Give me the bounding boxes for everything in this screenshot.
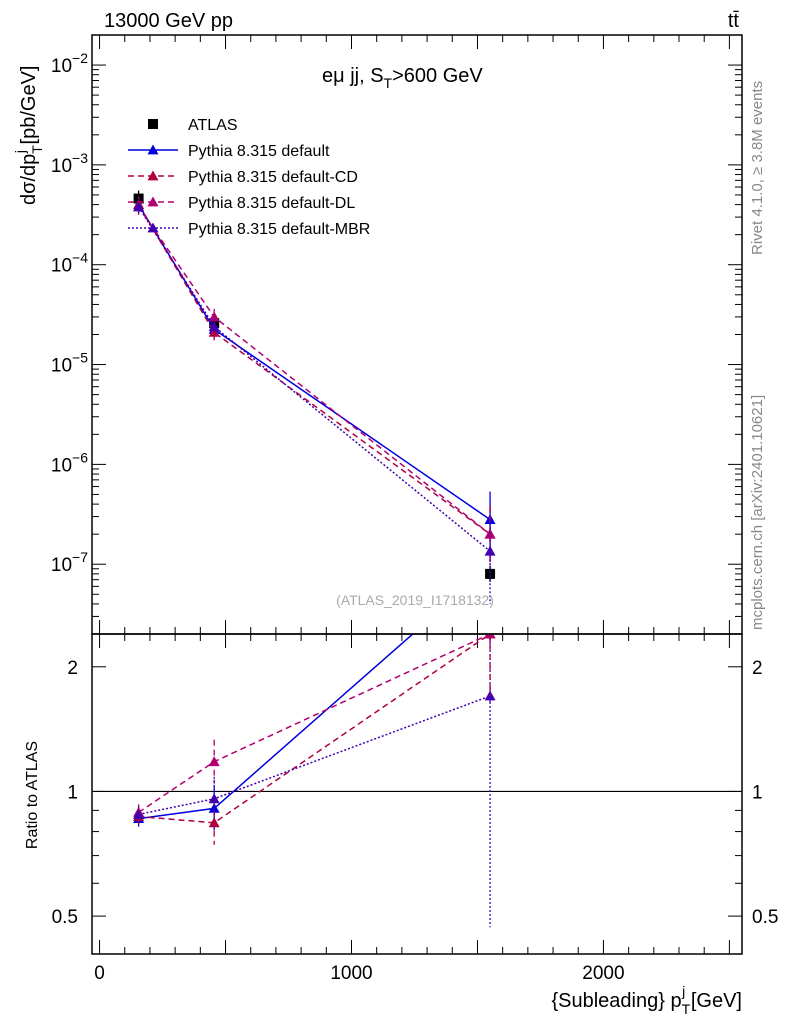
ratio-point-0 bbox=[208, 802, 220, 813]
main-point-4 bbox=[133, 201, 145, 212]
ratio-panel: 2 2 1 1 0.5 0.5 0 1000 2000 Ratio to ATLAS {Sub… bbox=[24, 633, 779, 1017]
ratio-series-line-2 bbox=[138, 634, 491, 814]
ratio-y-tick-label-right: 1 bbox=[752, 782, 763, 803]
main-series-line-2 bbox=[137, 204, 491, 535]
legend: ATLAS Pythia 8.315 default Pythia 8.315 de… bbox=[128, 117, 370, 238]
main-panel: 10−2 10−3 10−4 10−5 10−6 10−7 eμ jj, ST>600 G… bbox=[12, 34, 743, 635]
legend-marker-3 bbox=[147, 196, 159, 207]
main-series-group bbox=[133, 190, 496, 604]
ratio-series-line-3 bbox=[138, 695, 491, 816]
legend-label-1: Pythia 8.315 default bbox=[188, 143, 330, 160]
main-point-3 bbox=[208, 311, 220, 322]
header-right-label: tt̄ bbox=[728, 10, 740, 32]
ratio-point-3 bbox=[133, 808, 145, 819]
ratio-frame bbox=[91, 633, 743, 955]
ratio-ticks bbox=[92, 634, 742, 954]
legend-marker-1 bbox=[147, 144, 159, 155]
legend-marker-atlas bbox=[148, 119, 158, 129]
main-y-tick-label: 10−6 bbox=[51, 449, 88, 476]
analysis-watermark: (ATLAS_2019_I1718132) bbox=[336, 592, 494, 608]
main-y-tick-label: 10−5 bbox=[51, 350, 88, 377]
x-tick-label: 1000 bbox=[330, 963, 372, 984]
legend-label-0: ATLAS bbox=[188, 117, 238, 134]
main-y-tick-labels: 10−2 10−3 10−4 10−5 10−6 10−7 bbox=[51, 50, 88, 576]
legend-label-2: Pythia 8.315 default-CD bbox=[188, 169, 358, 186]
main-title: eμ jj, ST>600 GeV bbox=[322, 65, 483, 91]
main-series-line-1 bbox=[137, 204, 491, 521]
main-series-line-4 bbox=[137, 206, 491, 552]
ratio-y-tick-label-right: 0.5 bbox=[752, 907, 778, 928]
main-y-axis-label: dσ/dpTj [pb/GeV] bbox=[12, 66, 45, 205]
legend-marker-4 bbox=[147, 222, 159, 233]
legend-label-4: Pythia 8.315 default-MBR bbox=[188, 221, 370, 238]
main-ticks bbox=[92, 34, 742, 635]
ratio-y-tick-label-right: 2 bbox=[752, 658, 763, 679]
ratio-point-2 bbox=[208, 756, 220, 767]
main-y-tick-label: 10−3 bbox=[51, 150, 88, 177]
main-point-4 bbox=[208, 321, 220, 331]
rivet-label: Rivet 4.1.0, ≥ 3.8M events bbox=[749, 81, 766, 255]
main-series-line-3 bbox=[137, 206, 491, 535]
header-left-label: 13000 GeV pp bbox=[104, 10, 233, 32]
ratio-point-3 bbox=[208, 793, 220, 804]
main-point-3 bbox=[484, 528, 496, 539]
x-tick-labels: 0 1000 2000 bbox=[94, 963, 624, 984]
ratio-series-group bbox=[133, 634, 496, 928]
legend-marker-2 bbox=[147, 170, 159, 181]
ratio-series-line-1 bbox=[138, 634, 491, 824]
ratio-y-tick-label: 0.5 bbox=[52, 907, 78, 928]
ratio-y-tick-labels: 2 2 1 1 0.5 0.5 bbox=[52, 658, 779, 928]
ratio-y-axis-label: Ratio to ATLAS bbox=[24, 741, 41, 849]
x-tick-label: 2000 bbox=[582, 963, 624, 984]
legend-label-3: Pythia 8.315 default-DL bbox=[188, 195, 355, 212]
main-y-tick-label: 10−2 bbox=[51, 50, 88, 77]
ratio-y-tick-label: 2 bbox=[67, 658, 78, 679]
main-point-atlas bbox=[485, 568, 496, 579]
mcplots-label: mcplots.cern.ch [arXiv:2401.10621] bbox=[749, 395, 766, 630]
main-point-4 bbox=[484, 545, 496, 556]
ratio-point-1 bbox=[208, 817, 220, 828]
ratio-y-tick-label: 1 bbox=[67, 782, 78, 803]
main-y-tick-label: 10−4 bbox=[51, 250, 88, 277]
x-axis-label: {Subleading} pTj [GeV] bbox=[551, 983, 742, 1017]
x-tick-label: 0 bbox=[94, 963, 105, 984]
main-y-tick-label: 10−7 bbox=[51, 549, 88, 576]
